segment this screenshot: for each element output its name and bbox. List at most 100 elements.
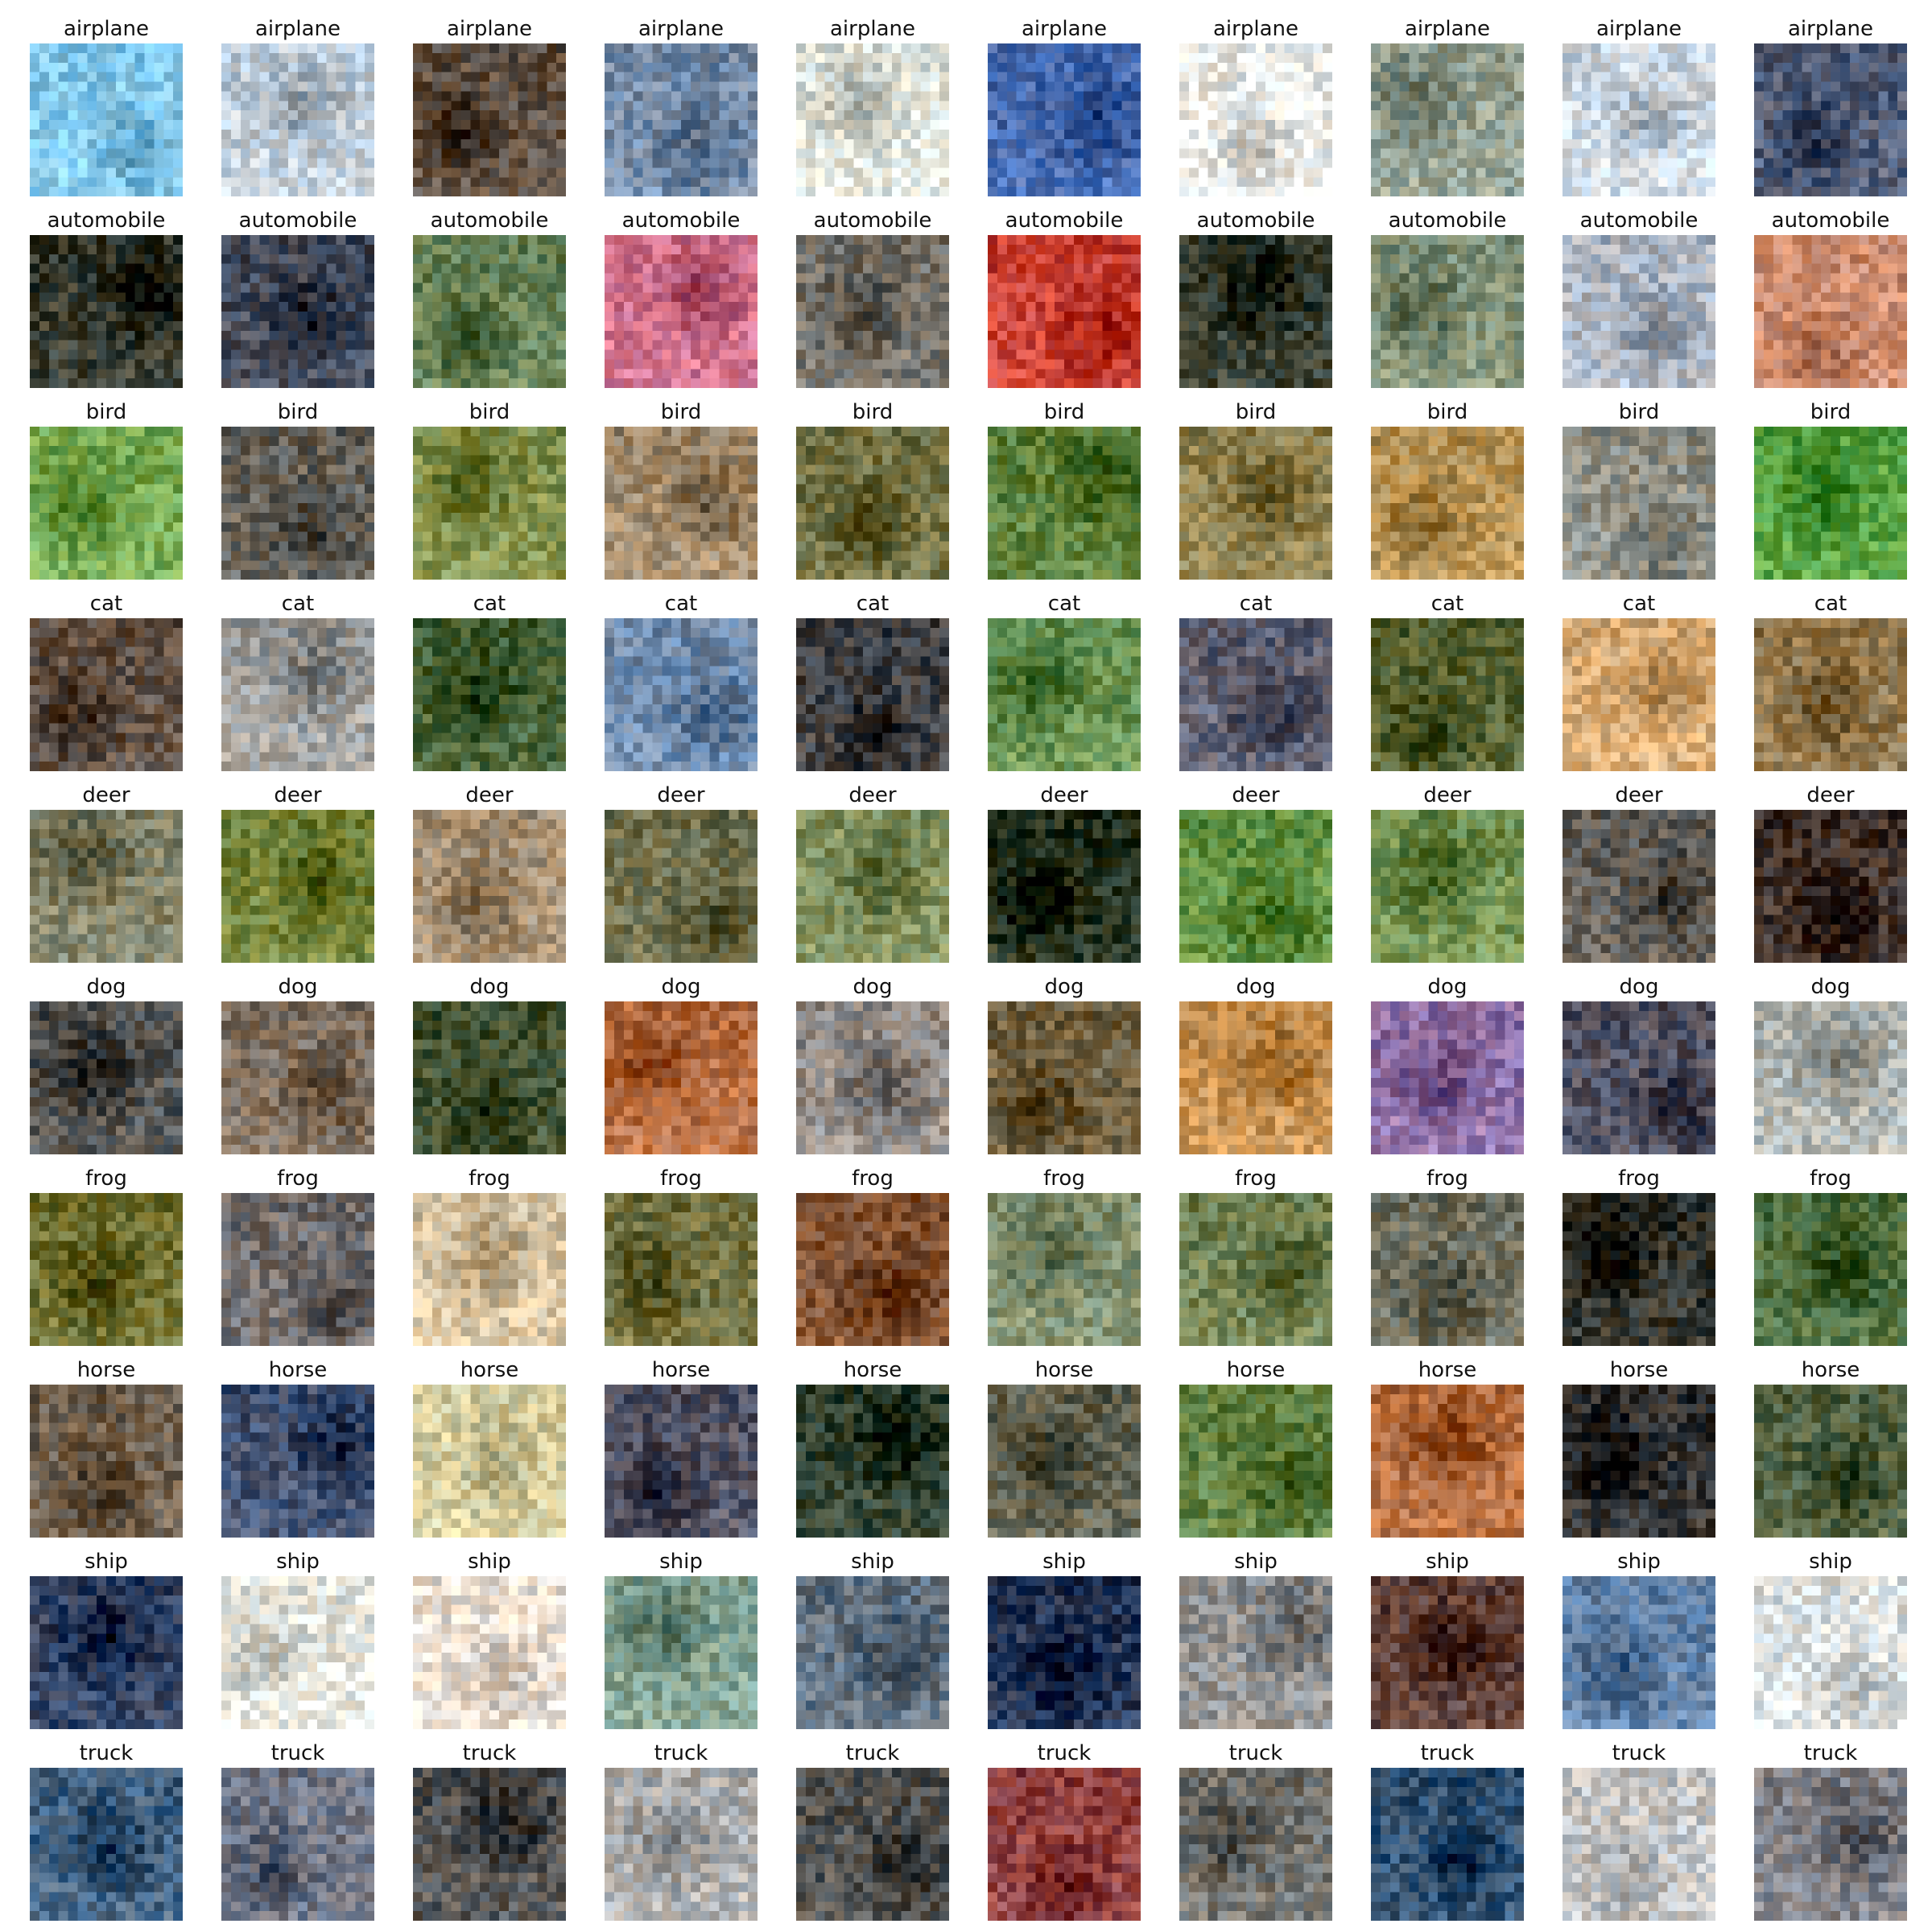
sample-cell: airplane [221,14,374,196]
sample-cell: frog [1371,1164,1524,1346]
sample-image [413,618,566,771]
sample-cell: automobile [605,206,758,388]
sample-class-label: frog [780,1164,965,1193]
sample-cell: truck [1754,1739,1907,1921]
sample-image [413,1193,566,1346]
sample-cell: automobile [30,206,183,388]
sample-image [1179,1193,1332,1346]
sample-cell: dog [221,972,374,1154]
sample-cell: frog [30,1164,183,1346]
sample-image [221,1576,374,1729]
sample-cell: automobile [1179,206,1332,388]
sample-cell: bird [413,398,566,580]
sample-cell: ship [1563,1547,1715,1729]
sample-cell: deer [605,781,758,963]
sample-cell: deer [221,781,374,963]
sample-cell: airplane [988,14,1141,196]
sample-cell: bird [988,398,1141,580]
sample-cell: frog [1563,1164,1715,1346]
sample-class-label: cat [397,589,582,618]
sample-cell: dog [30,972,183,1154]
sample-image [1371,618,1524,771]
sample-class-label: truck [205,1739,390,1768]
sample-class-label: ship [1163,1547,1348,1576]
sample-image [605,235,758,388]
sample-cell: ship [1179,1547,1332,1729]
sample-cell: dog [605,972,758,1154]
sample-image [221,1001,374,1154]
sample-class-label: automobile [972,206,1157,235]
sample-class-label: airplane [780,14,965,43]
sample-image [605,618,758,771]
sample-cell: frog [1179,1164,1332,1346]
sample-class-label: cat [14,589,199,618]
sample-class-label: dog [972,972,1157,1001]
sample-image [988,618,1141,771]
sample-image [796,43,949,196]
sample-cell: bird [1754,398,1907,580]
sample-class-label: automobile [780,206,965,235]
sample-image [30,1193,183,1346]
sample-class-label: bird [972,398,1157,427]
sample-cell: truck [413,1739,566,1921]
sample-class-label: bird [1163,398,1348,427]
sample-image [1371,427,1524,580]
sample-cell: horse [1754,1356,1907,1538]
sample-cell: bird [796,398,949,580]
sample-class-label: airplane [1355,14,1540,43]
sample-image [1563,1193,1715,1346]
sample-image [30,1768,183,1921]
sample-class-label: airplane [205,14,390,43]
sample-cell: cat [221,589,374,771]
sample-image [988,427,1141,580]
sample-class-label: truck [588,1739,774,1768]
sample-cell: automobile [796,206,949,388]
sample-cell: automobile [1563,206,1715,388]
sample-class-label: airplane [588,14,774,43]
sample-class-label: horse [1546,1356,1732,1385]
sample-image [796,618,949,771]
sample-image [1754,1385,1907,1538]
sample-image [1179,1768,1332,1921]
sample-class-label: frog [588,1164,774,1193]
sample-image [605,1001,758,1154]
sample-image [30,618,183,771]
sample-cell: frog [988,1164,1141,1346]
sample-class-label: airplane [1163,14,1348,43]
sample-cell: dog [1179,972,1332,1154]
sample-cell: frog [1754,1164,1907,1346]
sample-cell: cat [1754,589,1907,771]
sample-image [1754,235,1907,388]
sample-image [221,1193,374,1346]
sample-image [605,427,758,580]
sample-image [1563,810,1715,963]
sample-class-label: dog [780,972,965,1001]
sample-class-label: horse [972,1356,1157,1385]
sample-class-label: ship [397,1547,582,1576]
sample-class-label: cat [1546,589,1732,618]
sample-image [796,1001,949,1154]
sample-image [1563,618,1715,771]
sample-image [221,618,374,771]
sample-cell: ship [1371,1547,1524,1729]
sample-cell: truck [30,1739,183,1921]
sample-class-label: ship [14,1547,199,1576]
sample-cell: bird [605,398,758,580]
sample-class-label: dog [1738,972,1923,1001]
sample-cell: cat [30,589,183,771]
sample-class-label: deer [588,781,774,810]
sample-cell: frog [413,1164,566,1346]
sample-class-label: frog [1738,1164,1923,1193]
sample-image [605,1576,758,1729]
sample-class-label: horse [780,1356,965,1385]
sample-image [605,810,758,963]
sample-image [1371,1576,1524,1729]
sample-class-label: cat [1355,589,1540,618]
sample-class-label: ship [780,1547,965,1576]
sample-class-label: ship [1738,1547,1923,1576]
sample-class-label: deer [205,781,390,810]
sample-class-label: cat [205,589,390,618]
sample-image [988,43,1141,196]
sample-cell: dog [796,972,949,1154]
sample-cell: deer [1754,781,1907,963]
